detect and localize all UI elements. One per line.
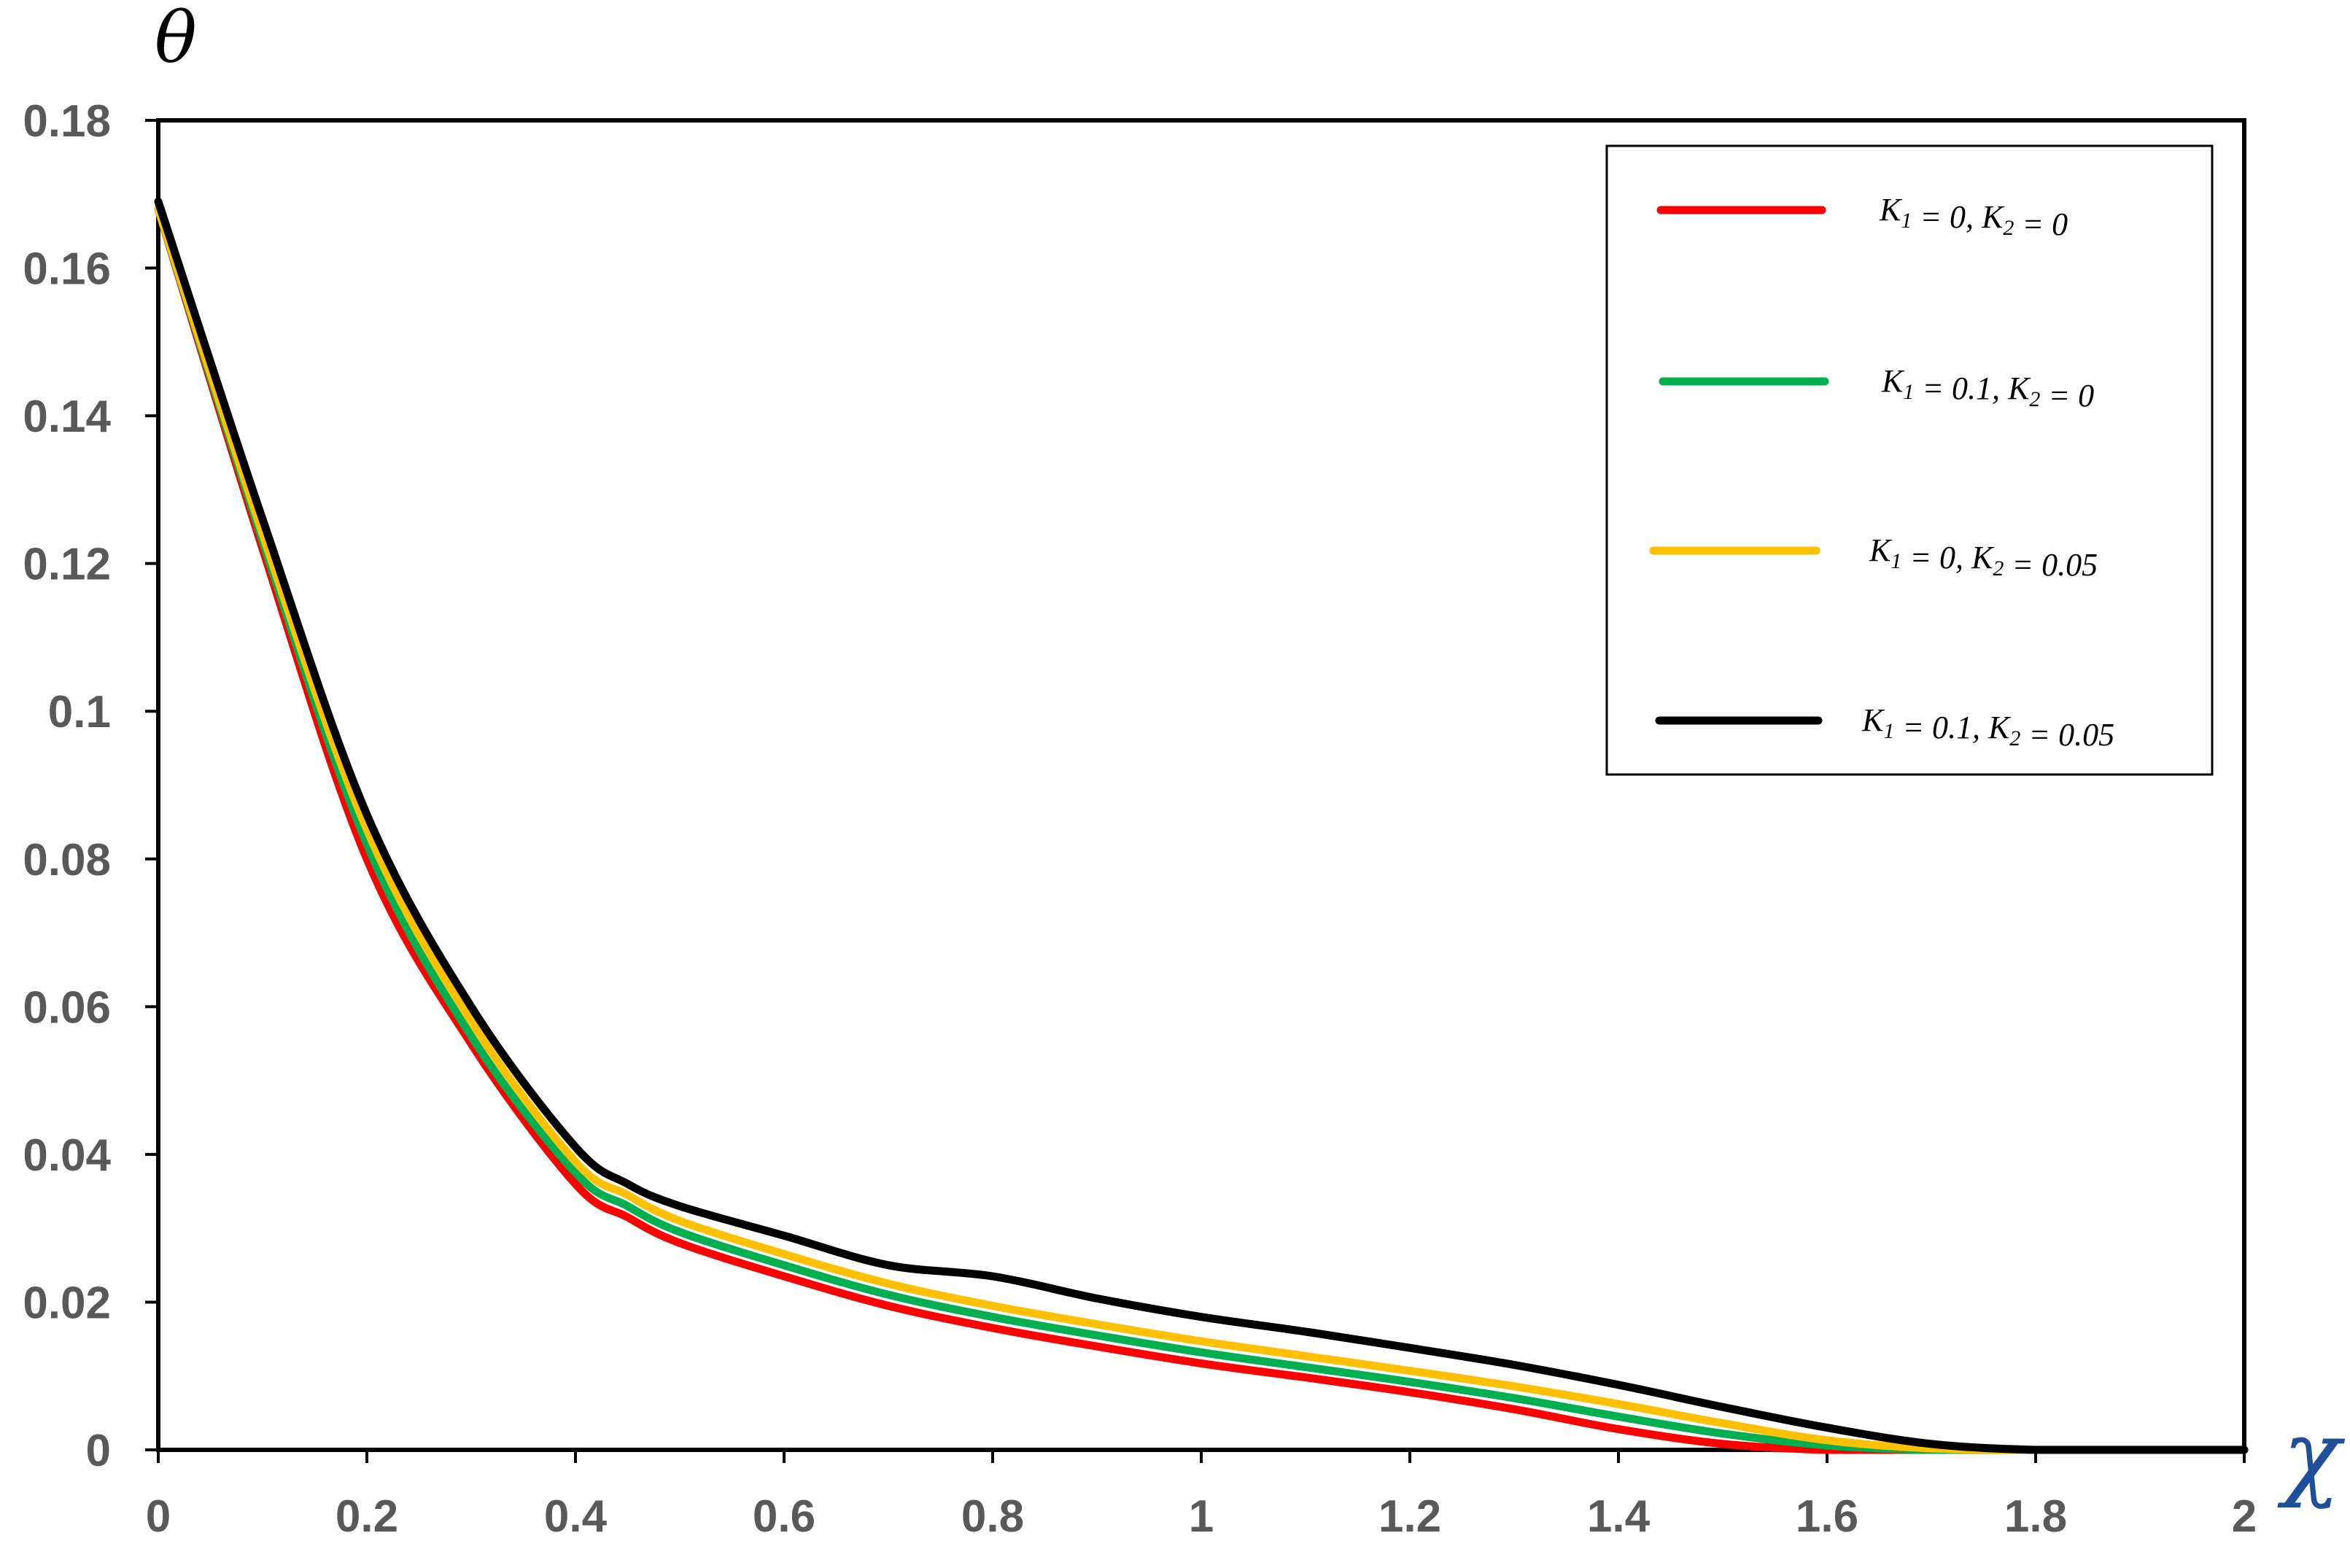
legend-item-3: K1 = 0, K2 = 0.05 [1649, 532, 2098, 583]
legend-box [1605, 144, 2214, 776]
y-tick-label: 0.04 [23, 1130, 111, 1181]
series-line-2 [154, 205, 2249, 1454]
x-tick-label: 2 [2232, 1491, 2257, 1542]
y-tick-label: 0.14 [23, 392, 111, 442]
x-tick-label: 0.6 [753, 1491, 815, 1542]
legend-item-4: K1 = 0.1, K2 = 0.05 [1655, 702, 2114, 753]
series-line-4 [154, 197, 2249, 1454]
legend-label: K1 = 0.1, K2 = 0.05 [1861, 702, 2114, 753]
x-tick-label: 1.4 [1587, 1491, 1651, 1542]
y-axis-ticks: 0 0.02 0.04 0.06 0.08 0.1 0.12 0.14 0.16 0.18 [23, 96, 158, 1476]
legend-item-1: K1 = 0, K2 = 0 [1656, 192, 2068, 242]
x-tick-label: 1.2 [1378, 1491, 1441, 1542]
y-tick-label: 0.16 [23, 244, 111, 295]
y-tick-label: 0 [86, 1426, 111, 1476]
legend: K1 = 0, K2 = 0 K1 = 0.1, K2 = 0 K1 = 0, K2… [1605, 144, 2214, 776]
legend-label: K1 = 0.1, K2 = 0 [1881, 363, 2094, 414]
series-line-1 [154, 205, 2249, 1454]
x-tick-label: 0.8 [961, 1491, 1024, 1542]
x-axis-label: χ [2277, 1400, 2346, 1510]
y-tick-label: 0.1 [48, 687, 111, 737]
y-tick-label: 0.18 [23, 96, 111, 147]
x-tick-label: 0 [146, 1491, 171, 1542]
x-tick-label: 1.6 [1796, 1491, 1858, 1542]
legend-items: K1 = 0, K2 = 0 K1 = 0.1, K2 = 0 K1 = 0, K2… [1649, 192, 2114, 753]
y-axis-label: θ [155, 0, 197, 79]
legend-label: K1 = 0, K2 = 0.05 [1869, 532, 2098, 583]
y-tick-label: 0.12 [23, 540, 111, 590]
series-lines [154, 197, 2249, 1454]
x-tick-label: 1.8 [2004, 1491, 2067, 1542]
y-tick-label: 0.06 [23, 982, 111, 1033]
y-tick-label: 0.08 [23, 835, 111, 885]
x-tick-label: 1 [1189, 1491, 1214, 1542]
y-tick-label: 0.02 [23, 1278, 111, 1328]
legend-label: K1 = 0, K2 = 0 [1879, 192, 2068, 242]
x-tick-label: 0.2 [336, 1491, 398, 1542]
x-tick-label: 0.4 [544, 1491, 608, 1542]
legend-item-2: K1 = 0.1, K2 = 0 [1659, 363, 2094, 414]
x-axis-ticks: 0 0.2 0.4 0.6 0.8 1 1.2 1.4 1.6 1.8 2 [146, 1450, 2257, 1542]
series-line-3 [154, 205, 2249, 1454]
